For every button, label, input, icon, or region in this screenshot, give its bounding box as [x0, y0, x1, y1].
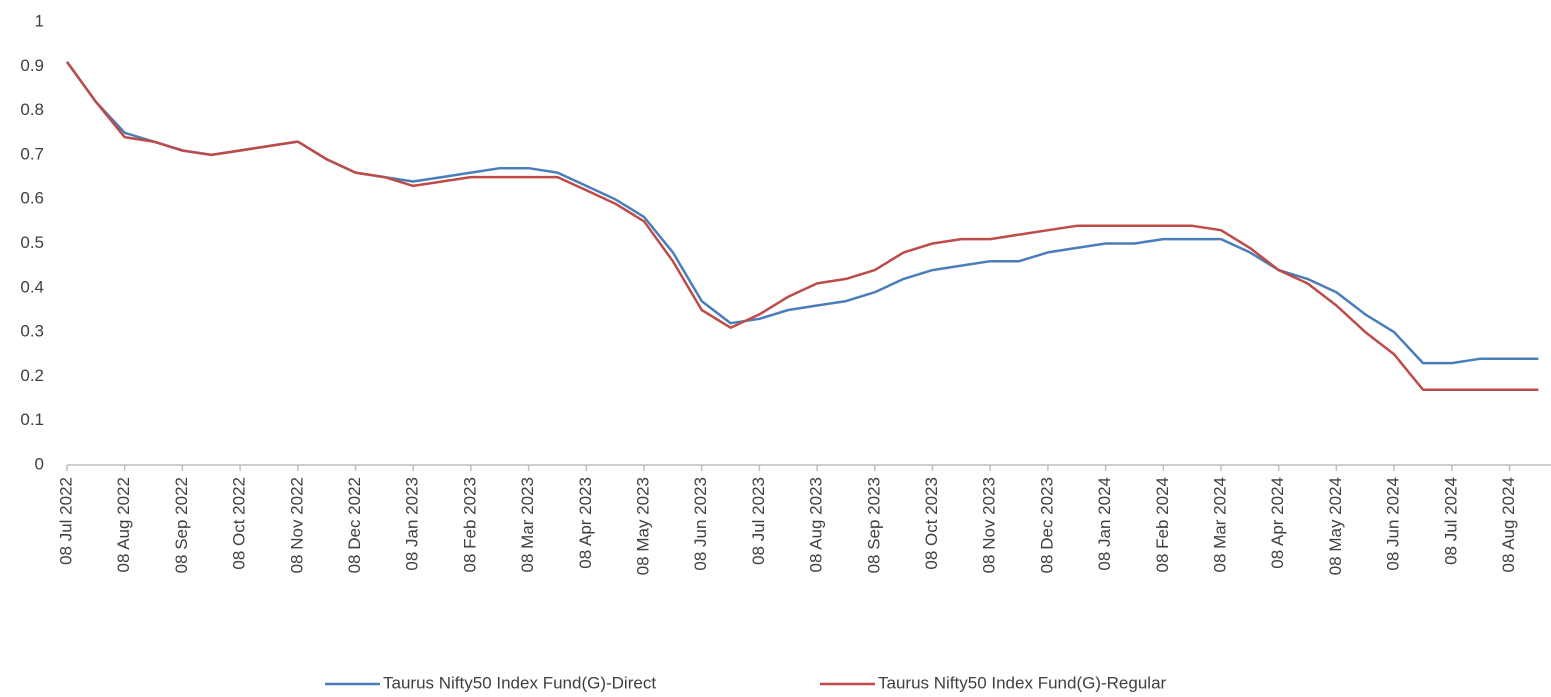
x-tick-label: 08 Jul 2022	[56, 477, 75, 565]
y-tick-label: 0.1	[20, 410, 44, 429]
x-tick-label: 08 Jan 2023	[403, 477, 422, 571]
x-tick-label: 08 Nov 2023	[980, 477, 999, 573]
x-tick-label: 08 May 2023	[633, 477, 652, 575]
y-tick-label: 0.5	[20, 233, 44, 252]
x-tick-label: 08 Jun 2023	[691, 477, 710, 571]
x-tick-label: 08 Aug 2022	[114, 477, 133, 572]
legend-label: Taurus Nifty50 Index Fund(G)-Direct	[383, 673, 656, 692]
y-tick-label: 0.2	[20, 366, 44, 385]
x-tick-label: 08 Oct 2023	[922, 477, 941, 570]
y-tick-label: 0.4	[20, 277, 44, 296]
y-tick-label: 0.8	[20, 100, 44, 119]
x-tick-label: 08 Feb 2024	[1153, 477, 1172, 572]
y-tick-label: 0.6	[20, 189, 44, 208]
y-tick-label: 0	[35, 454, 44, 473]
x-tick-label: 08 Dec 2022	[345, 477, 364, 573]
x-tick-label: 08 Mar 2024	[1210, 477, 1229, 572]
y-tick-label: 0.7	[20, 144, 44, 163]
y-tick-label: 0.9	[20, 56, 44, 75]
x-tick-label: 08 May 2024	[1326, 477, 1345, 575]
x-tick-label: 08 Dec 2023	[1037, 477, 1056, 573]
x-tick-label: 08 Feb 2023	[460, 477, 479, 572]
x-tick-label: 08 Apr 2024	[1268, 477, 1287, 569]
legend-label: Taurus Nifty50 Index Fund(G)-Regular	[878, 673, 1167, 692]
x-tick-label: 08 Nov 2022	[287, 477, 306, 573]
x-tick-label: 08 Oct 2022	[230, 477, 249, 570]
x-tick-label: 08 Sep 2022	[172, 477, 191, 573]
series-line	[65, 61, 1539, 365]
y-tick-label: 0.3	[20, 322, 44, 341]
x-tick-label: 08 Aug 2024	[1499, 477, 1518, 572]
x-tick-label: 08 Apr 2023	[576, 477, 595, 569]
x-tick-label: 08 Jul 2023	[749, 477, 768, 565]
x-tick-label: 08 Mar 2023	[518, 477, 537, 572]
y-tick-label: 1	[35, 11, 44, 30]
x-tick-label: 08 Jul 2024	[1441, 477, 1460, 565]
series-line	[65, 61, 1539, 391]
x-tick-label: 08 Jan 2024	[1095, 477, 1114, 571]
x-tick-label: 08 Aug 2023	[807, 477, 826, 572]
x-tick-label: 08 Sep 2023	[864, 477, 883, 573]
x-tick-label: 08 Jun 2024	[1384, 477, 1403, 571]
